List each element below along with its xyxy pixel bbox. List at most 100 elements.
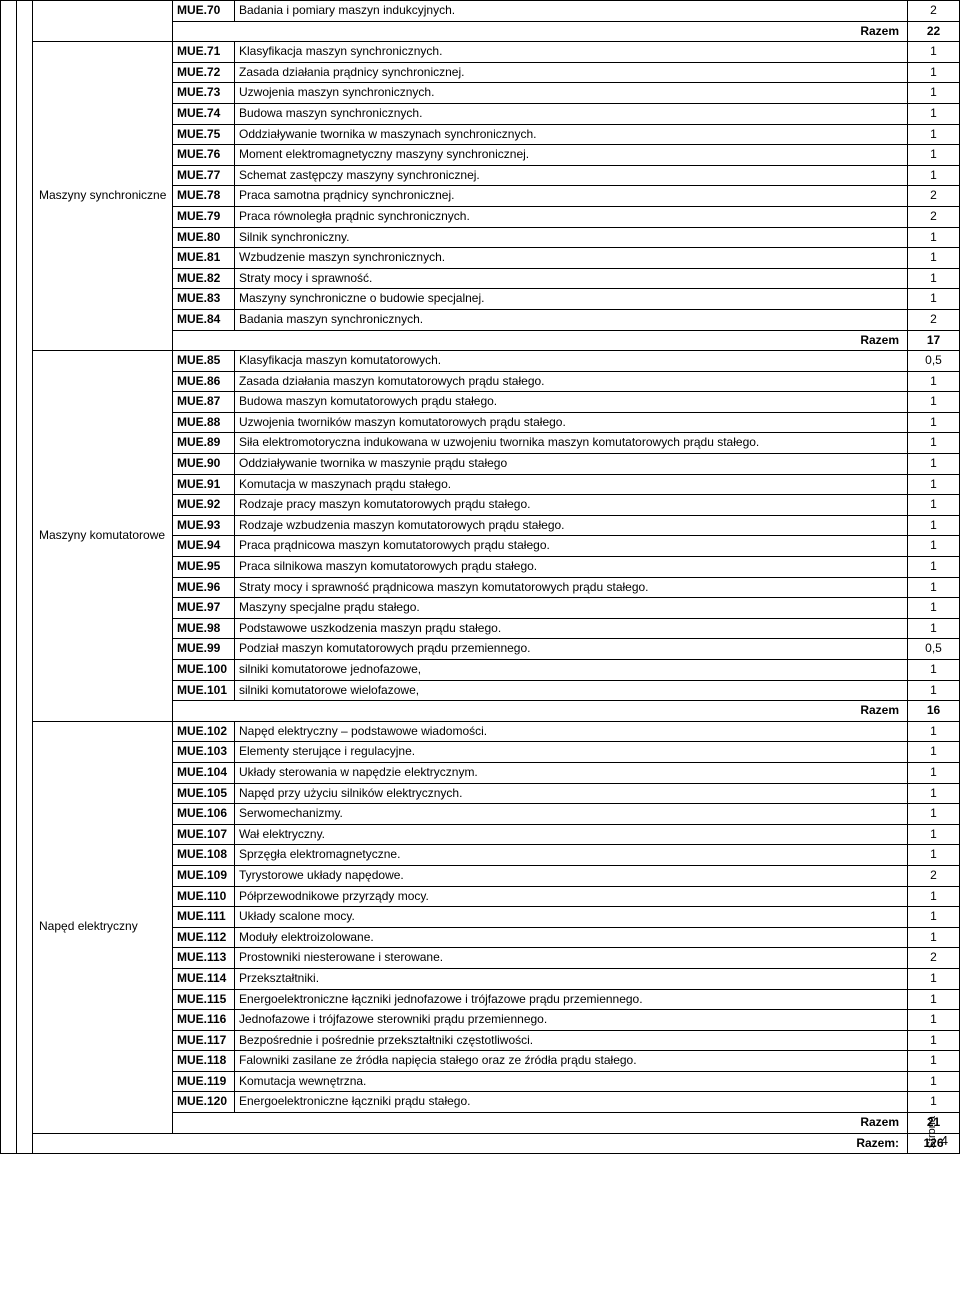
- row-desc: Rodzaje wzbudzenia maszyn komutatorowych…: [235, 515, 908, 536]
- row-value: 1: [908, 762, 960, 783]
- row-value: 1: [908, 804, 960, 825]
- row-desc: Maszyny synchroniczne o budowie specjaln…: [235, 289, 908, 310]
- row-value: 1: [908, 598, 960, 619]
- row-code: MUE.112: [173, 927, 235, 948]
- row-code: MUE.104: [173, 762, 235, 783]
- row-code: MUE.100: [173, 660, 235, 681]
- section-footer-value: 17: [908, 330, 960, 351]
- row-value: 1: [908, 289, 960, 310]
- row-value: 1: [908, 454, 960, 475]
- row-code: MUE.79: [173, 206, 235, 227]
- row-code: MUE.109: [173, 865, 235, 886]
- row-code: MUE.93: [173, 515, 235, 536]
- row-desc: Sprzęgła elektromagnetyczne.: [235, 845, 908, 866]
- row-code: MUE.85: [173, 351, 235, 372]
- row-value: 1: [908, 248, 960, 269]
- row-code: MUE.87: [173, 392, 235, 413]
- row-code: MUE.108: [173, 845, 235, 866]
- row-code: MUE.89: [173, 433, 235, 454]
- row-desc: Zasada działania prądnicy synchronicznej…: [235, 62, 908, 83]
- row-desc: Maszyny specjalne prądu stałego.: [235, 598, 908, 619]
- row-code: MUE.72: [173, 62, 235, 83]
- page-number: 4: [941, 1133, 948, 1148]
- row-code: MUE.117: [173, 1030, 235, 1051]
- row-desc: Budowa maszyn komutatorowych prądu stałe…: [235, 392, 908, 413]
- row-desc: Napęd przy użyciu silników elektrycznych…: [235, 783, 908, 804]
- row-desc: Uzwojenia maszyn synchronicznych.: [235, 83, 908, 104]
- left-gutter-2: [17, 1, 33, 1154]
- category-cell: Maszyny synchroniczne: [33, 42, 173, 351]
- row-code: MUE.107: [173, 824, 235, 845]
- row-value: 1: [908, 557, 960, 578]
- row-code: MUE.84: [173, 309, 235, 330]
- row-value: 1: [908, 124, 960, 145]
- row-code: MUE.94: [173, 536, 235, 557]
- row-code: MUE.101: [173, 680, 235, 701]
- row-desc: Silnik synchroniczny.: [235, 227, 908, 248]
- row-desc: Klasyfikacja maszyn synchronicznych.: [235, 42, 908, 63]
- row-value: 0,5: [908, 639, 960, 660]
- row-code: MUE.74: [173, 103, 235, 124]
- row-desc: Straty mocy i sprawność prądnicowa maszy…: [235, 577, 908, 598]
- row-value: 1: [908, 536, 960, 557]
- section-footer-label: Razem: [173, 21, 908, 42]
- row-code: MUE.96: [173, 577, 235, 598]
- row-code: MUE.105: [173, 783, 235, 804]
- main-table: MUE.70Badania i pomiary maszyn indukcyjn…: [0, 0, 960, 1154]
- row-code: MUE.113: [173, 948, 235, 969]
- row-desc: Falowniki zasilane ze źródła napięcia st…: [235, 1051, 908, 1072]
- row-desc: Komutacja w maszynach prądu stałego.: [235, 474, 908, 495]
- row-desc: Straty mocy i sprawność.: [235, 268, 908, 289]
- row-desc: Układy scalone mocy.: [235, 907, 908, 928]
- row-code: MUE.80: [173, 227, 235, 248]
- row-desc: Bezpośrednie i pośrednie przekształtniki…: [235, 1030, 908, 1051]
- row-desc: Moduły elektroizolowane.: [235, 927, 908, 948]
- row-value: 1: [908, 42, 960, 63]
- row-value: 1: [908, 1092, 960, 1113]
- row-desc: Moment elektromagnetyczny maszyny synchr…: [235, 145, 908, 166]
- row-code: MUE.83: [173, 289, 235, 310]
- row-code: MUE.98: [173, 618, 235, 639]
- section-footer-value: 22: [908, 21, 960, 42]
- page-footer: Strona 4: [926, 1116, 948, 1148]
- row-desc: Prostowniki niesterowane i sterowane.: [235, 948, 908, 969]
- row-desc: Praca samotna prądnicy synchronicznej.: [235, 186, 908, 207]
- row-code: MUE.73: [173, 83, 235, 104]
- row-value: 1: [908, 618, 960, 639]
- row-code: MUE.120: [173, 1092, 235, 1113]
- row-desc: Schemat zastępczy maszyny synchronicznej…: [235, 165, 908, 186]
- row-code: MUE.92: [173, 495, 235, 516]
- row-desc: Energoelektroniczne łączniki jednofazowe…: [235, 989, 908, 1010]
- row-code: MUE.77: [173, 165, 235, 186]
- row-desc: Jednofazowe i trójfazowe sterowniki prąd…: [235, 1010, 908, 1031]
- row-value: 1: [908, 227, 960, 248]
- row-desc: silniki komutatorowe jednofazowe,: [235, 660, 908, 681]
- row-value: 1: [908, 927, 960, 948]
- row-value: 2: [908, 865, 960, 886]
- row-value: 1: [908, 680, 960, 701]
- row-value: 1: [908, 886, 960, 907]
- row-code: MUE.102: [173, 721, 235, 742]
- row-value: 2: [908, 1, 960, 22]
- row-value: 1: [908, 577, 960, 598]
- row-desc: Uzwojenia tworników maszyn komutatorowyc…: [235, 412, 908, 433]
- row-value: 1: [908, 721, 960, 742]
- row-desc: Komutacja wewnętrzna.: [235, 1071, 908, 1092]
- row-value: 1: [908, 1051, 960, 1072]
- section-footer-label: Razem: [173, 330, 908, 351]
- row-code: MUE.111: [173, 907, 235, 928]
- category-cell: Napęd elektryczny: [33, 721, 173, 1133]
- row-desc: Elementy sterujące i regulacyjne.: [235, 742, 908, 763]
- row-desc: Siła elektromotoryczna indukowana w uzwo…: [235, 433, 908, 454]
- row-desc: Praca równoległa prądnic synchronicznych…: [235, 206, 908, 227]
- row-desc: Przekształtniki.: [235, 968, 908, 989]
- row-value: 1: [908, 783, 960, 804]
- row-desc: Podstawowe uszkodzenia maszyn prądu stał…: [235, 618, 908, 639]
- row-value: 2: [908, 309, 960, 330]
- row-desc: Klasyfikacja maszyn komutatorowych.: [235, 351, 908, 372]
- row-value: 1: [908, 268, 960, 289]
- row-desc: Praca prądnicowa maszyn komutatorowych p…: [235, 536, 908, 557]
- row-value: 1: [908, 1010, 960, 1031]
- row-code: MUE.119: [173, 1071, 235, 1092]
- row-value: 1: [908, 145, 960, 166]
